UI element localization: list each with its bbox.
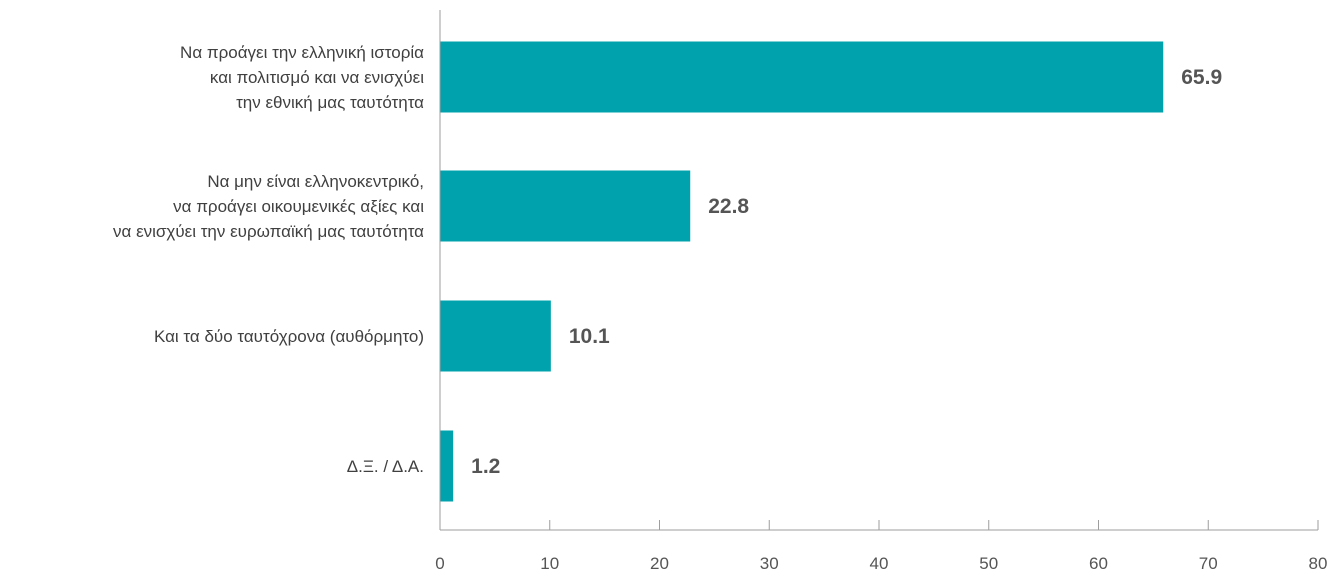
category-label-1: Να προάγει την ελληνική ιστορία και πολιτ… bbox=[180, 43, 424, 112]
x-tick-label-50: 50 bbox=[979, 554, 998, 573]
value-label-2: 22.8 bbox=[708, 195, 749, 218]
x-tick-label-60: 60 bbox=[1089, 554, 1108, 573]
x-tick-label-0: 0 bbox=[435, 554, 444, 573]
value-label-3: 10.1 bbox=[569, 325, 610, 348]
category-label-4: Δ.Ξ. / Δ.Α. bbox=[347, 457, 424, 476]
category-label-1-line-1: Να προάγει την ελληνική ιστορία bbox=[180, 43, 424, 62]
value-label-4: 1.2 bbox=[471, 455, 500, 478]
x-tick-label-30: 30 bbox=[760, 554, 779, 573]
labels-layer: 65.9 22.8 10.1 1.2 Να προάγει την ελληνική ι… bbox=[113, 43, 1327, 573]
bar-1 bbox=[440, 41, 1164, 113]
category-label-4-line-1: Δ.Ξ. / Δ.Α. bbox=[347, 457, 424, 476]
category-label-2-line-3: να ενισχύει την ευρωπαϊκή μας ταυτότητα bbox=[113, 222, 424, 241]
x-tick-label-10: 10 bbox=[540, 554, 559, 573]
category-label-3-line-1: Και τα δύο ταυτόχρονα (αυθόρμητο) bbox=[154, 327, 424, 346]
x-tick-label-80: 80 bbox=[1309, 554, 1328, 573]
x-tick-label-70: 70 bbox=[1199, 554, 1218, 573]
category-label-3: Και τα δύο ταυτόχρονα (αυθόρμητο) bbox=[154, 327, 424, 346]
x-tick-label-20: 20 bbox=[650, 554, 669, 573]
bar-2 bbox=[440, 170, 691, 242]
category-label-1-line-2: και πολιτισμό και να ενισχύει bbox=[210, 68, 424, 87]
value-label-1: 65.9 bbox=[1181, 66, 1222, 89]
category-label-2: Να μην είναι ελληνοκεντρικό, να προάγει ο… bbox=[113, 172, 424, 241]
category-label-1-line-3: την εθνική μας ταυτότητα bbox=[236, 93, 424, 112]
category-label-2-line-2: να προάγει οικουμενικές αξίες και bbox=[173, 197, 424, 216]
bar-3 bbox=[440, 300, 551, 372]
bar-4 bbox=[440, 430, 454, 502]
axes-layer bbox=[439, 10, 1319, 531]
category-label-2-line-1: Να μην είναι ελληνοκεντρικό, bbox=[207, 172, 424, 191]
x-tick-label-40: 40 bbox=[870, 554, 889, 573]
bars-layer bbox=[440, 41, 1164, 502]
